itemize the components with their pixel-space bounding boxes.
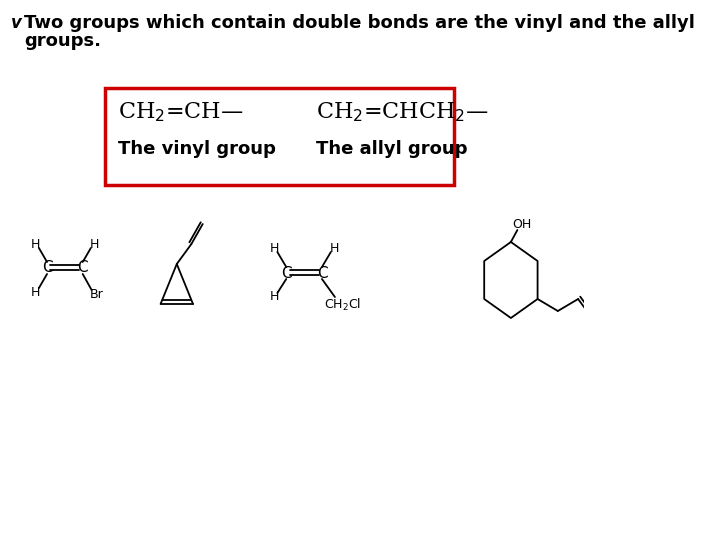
Text: The allyl group: The allyl group bbox=[316, 140, 468, 158]
Text: H: H bbox=[31, 238, 40, 251]
Text: C: C bbox=[42, 260, 53, 275]
Text: H: H bbox=[269, 241, 279, 254]
Text: C: C bbox=[78, 260, 88, 275]
Text: H: H bbox=[31, 286, 40, 299]
Text: CH$_2$=CH—: CH$_2$=CH— bbox=[117, 100, 243, 124]
Text: v: v bbox=[12, 14, 22, 32]
Bar bbox=[105, 88, 454, 185]
Text: Br: Br bbox=[89, 288, 104, 301]
Text: C: C bbox=[317, 266, 328, 280]
Text: H: H bbox=[89, 238, 99, 251]
Text: H: H bbox=[269, 291, 279, 303]
Text: H: H bbox=[330, 241, 339, 254]
Text: CH$_2$Cl: CH$_2$Cl bbox=[325, 297, 361, 313]
Text: groups.: groups. bbox=[24, 32, 102, 50]
Text: The vinyl group: The vinyl group bbox=[117, 140, 276, 158]
Text: CH$_2$=CHCH$_2$—: CH$_2$=CHCH$_2$— bbox=[316, 100, 489, 124]
Text: Two groups which contain double bonds are the vinyl and the allyl: Two groups which contain double bonds ar… bbox=[24, 14, 696, 32]
Text: OH: OH bbox=[513, 218, 532, 231]
Text: C: C bbox=[281, 266, 292, 280]
